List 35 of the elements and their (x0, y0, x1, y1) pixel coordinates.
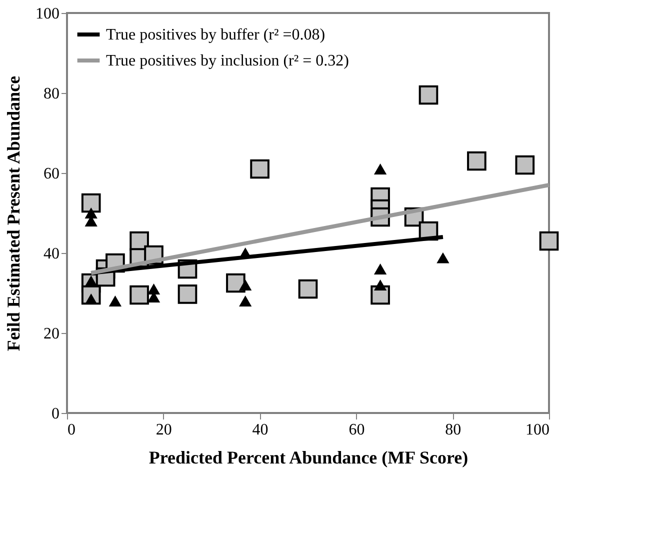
point (239, 280, 252, 290)
y-tick-label: 40 (44, 246, 60, 262)
point (298, 279, 318, 299)
y-tick-label: 60 (44, 166, 60, 182)
point (250, 159, 270, 179)
point (374, 264, 387, 274)
x-tick-label: 0 (68, 422, 76, 438)
point (515, 155, 535, 175)
y-axis-title: Feild Estimated Present Abundance (4, 76, 24, 352)
point (130, 285, 149, 305)
x-tick-label: 80 (445, 422, 462, 438)
legend-label: True positives by buffer (r² =0.08) (106, 26, 326, 44)
point (108, 296, 122, 306)
x-tick-label: 20 (156, 422, 172, 438)
point (374, 164, 387, 174)
point (147, 284, 160, 294)
x-axis-title: Predicted Percent Abundance (MF Score) (148, 448, 468, 468)
point (467, 151, 486, 171)
point (84, 208, 98, 218)
legend-label: True positives by inclusion (r² = 0.32) (106, 52, 349, 70)
point (418, 85, 438, 105)
x-tick-label: 100 (526, 422, 550, 438)
y-tick-label: 100 (36, 6, 60, 22)
x-tick-label: 40 (252, 422, 268, 438)
point (539, 231, 559, 251)
y-tick-label: 80 (44, 86, 60, 102)
point (436, 252, 450, 264)
y-tick-label: 20 (44, 326, 60, 342)
y-tick-label: 0 (52, 406, 60, 422)
point (239, 296, 252, 306)
point (226, 273, 246, 293)
x-tick-label: 60 (348, 422, 365, 438)
point (374, 280, 387, 290)
point (81, 193, 101, 213)
point (178, 284, 198, 304)
